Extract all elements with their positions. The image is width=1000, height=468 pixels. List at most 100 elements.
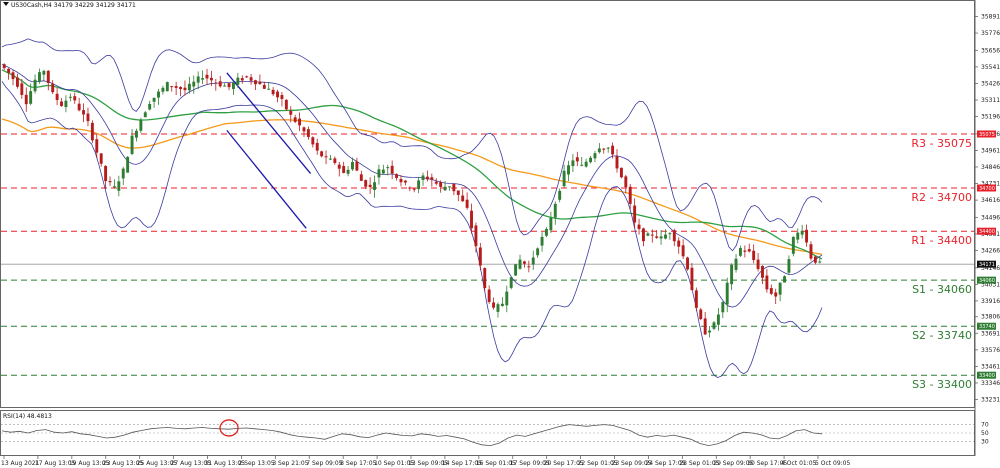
candle: [386, 164, 390, 176]
candle-body: [7, 68, 11, 73]
candle-body: [761, 266, 764, 278]
candle-body: [276, 91, 279, 98]
level-price-box-r3: [977, 130, 996, 138]
candle-body: [452, 183, 456, 192]
candle: [637, 218, 641, 235]
candle: [42, 69, 46, 81]
candle-body: [73, 96, 77, 101]
candle: [51, 79, 55, 95]
candle: [399, 175, 403, 187]
candle-body: [11, 72, 15, 80]
candle-body: [51, 83, 55, 93]
candle: [271, 87, 275, 97]
x-tick-label: 2 Sep 13:05: [238, 460, 274, 467]
candle: [580, 156, 584, 167]
candle-body: [143, 112, 147, 118]
candle-body: [152, 97, 156, 102]
candle-body: [117, 181, 121, 191]
candle-body: [703, 318, 707, 335]
y-tick-label: 35891: [981, 13, 1000, 20]
candle: [395, 173, 399, 181]
candle-body: [637, 224, 641, 230]
candle: [11, 70, 15, 86]
candle: [139, 117, 143, 134]
candle: [522, 260, 526, 268]
candle-body: [813, 256, 817, 263]
channel-lower-line[interactable]: [226, 129, 307, 229]
candle-body: [721, 302, 725, 313]
candle-body: [148, 103, 152, 110]
candle-body: [672, 230, 676, 242]
candle: [492, 297, 496, 310]
candle-body: [196, 76, 200, 83]
candle: [668, 232, 672, 240]
candle: [126, 156, 130, 173]
x-tick-label: 23 Sep 09:05: [612, 460, 652, 467]
candle-body: [386, 167, 390, 169]
candle-body: [368, 184, 372, 188]
candle-body: [439, 182, 443, 187]
candle-body: [249, 77, 253, 81]
candle: [628, 183, 632, 210]
candle: [68, 93, 72, 102]
x-tick-label: 28 Sep 01:05: [679, 460, 719, 467]
candle: [593, 151, 597, 163]
candle: [130, 129, 134, 156]
y-tick-label: 34616: [981, 197, 1000, 204]
candle-body: [280, 95, 284, 100]
candle-body: [337, 164, 341, 169]
candle: [461, 189, 465, 202]
candle-body: [139, 119, 143, 131]
y-tick-label: 33806: [981, 314, 1000, 321]
candle-body: [205, 74, 209, 79]
candle: [55, 87, 59, 106]
candle: [584, 158, 588, 168]
candle-body: [324, 156, 328, 158]
candle-body: [377, 169, 381, 178]
candle: [487, 285, 491, 304]
candle-body: [99, 153, 103, 164]
y-tick-label: 33461: [981, 363, 1000, 370]
candle-body: [306, 129, 310, 137]
candle-body: [227, 83, 231, 88]
candle: [677, 237, 681, 254]
candle: [536, 247, 540, 258]
candle: [227, 82, 231, 91]
y-tick-label: 35656: [981, 47, 1000, 54]
candle-body: [584, 161, 588, 167]
y-tick-label: 34266: [981, 247, 1000, 254]
candle: [121, 166, 125, 186]
candle-body: [425, 176, 429, 180]
candle: [430, 173, 434, 187]
candle-body: [659, 236, 663, 239]
level-price-box-label: 33740: [979, 324, 995, 330]
candle: [606, 146, 610, 153]
candle-body: [461, 195, 465, 202]
candle-body: [20, 83, 24, 95]
candle-body: [64, 100, 68, 108]
level-label-s2: S2 - 33740: [912, 329, 972, 342]
candle-body: [540, 236, 544, 246]
candle-body: [126, 156, 130, 173]
candle: [280, 92, 284, 107]
candle-body: [593, 153, 597, 159]
x-tick-label: 10 Sep 01:05: [374, 460, 414, 467]
candle: [509, 277, 513, 290]
candle-body: [575, 157, 579, 162]
candle: [708, 326, 712, 338]
candle-body: [179, 87, 183, 90]
x-tick-label: 16 Sep 01:05: [476, 460, 516, 467]
candle: [500, 297, 504, 307]
x-tick-label: 7 Sep 09:05: [306, 460, 342, 467]
candle: [201, 70, 205, 85]
candle-body: [262, 84, 266, 89]
y-tick-label: 35311: [981, 97, 1000, 104]
y-tick-label: 35776: [981, 30, 1000, 37]
candle: [619, 167, 623, 179]
candle-body: [231, 82, 235, 90]
candle-body: [641, 228, 645, 242]
x-tick-label: 27 Aug 13:05: [171, 460, 212, 467]
channel-upper-line[interactable]: [226, 72, 312, 175]
candle-body: [505, 291, 509, 306]
